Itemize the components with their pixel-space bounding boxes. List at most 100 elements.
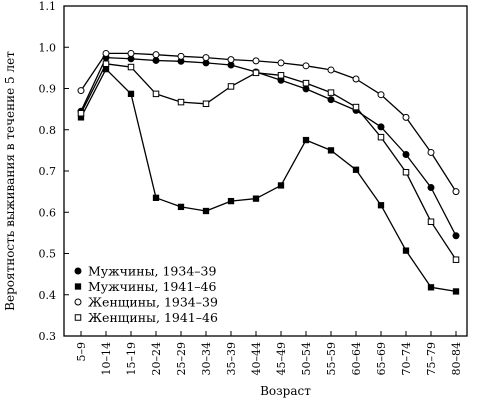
legend-entry-label: Мужчины, 1934–39 <box>88 264 216 279</box>
series-line <box>80 52 457 192</box>
data-point <box>77 87 85 95</box>
y-axis-title: Вероятность выживания в течение 5 лет <box>3 51 17 311</box>
y-tick-label: 0.7 <box>39 165 57 178</box>
y-tick-label: 0.6 <box>39 206 57 219</box>
x-tick-label: 60–64 <box>350 342 363 376</box>
x-tick-label: 70–74 <box>400 342 413 376</box>
series-4 <box>77 60 460 263</box>
data-point <box>252 57 260 65</box>
x-axis-title: Возраст <box>260 384 311 398</box>
x-tick-label: 75–79 <box>425 342 438 376</box>
data-point <box>227 56 235 64</box>
series-line <box>80 56 457 237</box>
x-tick-label: 30–34 <box>200 342 213 376</box>
series-2 <box>77 65 460 295</box>
data-point <box>402 247 410 254</box>
data-point <box>327 66 335 74</box>
x-tick-label: 40–44 <box>250 342 263 376</box>
x-tick-label: 15–19 <box>125 342 138 376</box>
data-point <box>127 63 135 71</box>
data-point <box>302 79 310 87</box>
data-point <box>152 56 160 64</box>
data-point <box>377 202 385 209</box>
x-tick-label: 80–84 <box>450 342 463 376</box>
data-point <box>102 49 110 57</box>
data-point <box>77 110 85 117</box>
y-tick-label: 1.0 <box>39 41 57 54</box>
series-layer <box>77 49 460 295</box>
data-point <box>74 267 82 275</box>
data-point <box>327 96 335 104</box>
x-tick-label: 20–24 <box>150 342 163 376</box>
data-point <box>127 49 135 57</box>
data-point <box>377 91 385 99</box>
data-point <box>277 72 285 79</box>
legend-entry-label: Женщины, 1941–46 <box>88 310 218 325</box>
data-point <box>377 133 385 141</box>
data-point <box>74 298 82 306</box>
x-tick-label: 5–9 <box>75 342 88 362</box>
legend-entry-label: Женщины, 1934–39 <box>88 295 218 310</box>
data-point <box>402 151 410 158</box>
x-tick-label: 45–49 <box>275 342 288 376</box>
data-point <box>74 283 82 290</box>
y-tick-label: 0.4 <box>39 289 57 302</box>
data-point <box>152 194 160 201</box>
data-point <box>302 62 310 70</box>
x-tick-label: 50–54 <box>300 342 313 376</box>
data-point <box>102 60 110 67</box>
data-point <box>202 54 210 62</box>
data-point <box>252 69 260 77</box>
data-point <box>277 182 285 189</box>
data-point <box>252 195 260 202</box>
data-point <box>427 148 435 156</box>
data-point <box>177 98 185 106</box>
x-tick-label: 10–14 <box>100 342 113 376</box>
x-tick-label: 35–39 <box>225 342 238 376</box>
legend-entry-label: Мужчины, 1941–46 <box>88 279 216 294</box>
data-point <box>152 51 160 59</box>
data-point <box>177 203 185 211</box>
axes-layer: 0.3 0.4 0.5 0.6 0.7 0.8 0.9 1.0 1.1 5–9 10–14 15–19… <box>3 0 468 398</box>
data-point <box>302 85 310 93</box>
legend-background <box>70 262 222 328</box>
data-point <box>327 89 335 96</box>
data-point <box>177 52 185 60</box>
data-point <box>377 123 385 131</box>
data-point <box>202 100 210 108</box>
series-line <box>80 68 457 293</box>
data-point <box>427 218 435 225</box>
data-point <box>302 136 310 144</box>
data-point <box>452 232 460 240</box>
series-3 <box>77 49 460 196</box>
data-point <box>427 184 435 191</box>
data-point <box>327 147 335 154</box>
data-point <box>452 188 460 196</box>
data-point <box>227 83 235 90</box>
y-tick-label: 0.9 <box>39 83 57 96</box>
data-point <box>127 90 135 98</box>
data-point <box>352 103 360 111</box>
x-tick-label: 55–59 <box>325 342 338 376</box>
series-line <box>80 63 457 261</box>
data-point <box>402 168 410 176</box>
data-point <box>277 59 285 67</box>
data-point <box>202 207 210 215</box>
series-1 <box>77 54 460 240</box>
data-point <box>402 113 410 121</box>
y-tick-label: 0.5 <box>39 248 57 261</box>
data-point <box>452 288 460 295</box>
x-tick-label: 25–29 <box>175 342 188 376</box>
data-point <box>352 166 360 173</box>
data-point <box>227 197 235 205</box>
data-point <box>152 90 160 98</box>
data-point <box>74 314 82 321</box>
data-point <box>427 284 435 291</box>
x-tick-label: 65–69 <box>375 342 388 376</box>
y-tick-label: 0.3 <box>39 330 57 343</box>
data-point <box>452 256 460 263</box>
data-point <box>352 75 360 83</box>
